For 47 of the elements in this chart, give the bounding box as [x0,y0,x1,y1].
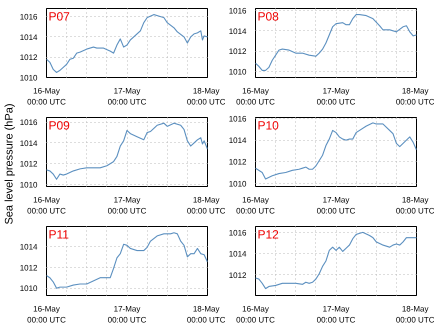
y-tick-label: 1016 [228,228,248,238]
x-tick-label: 16-May 00:00 UTC [27,196,66,216]
y-axis-title: Sea level pressure (hPa) [3,103,16,225]
x-tick-label: 18-May 00:00 UTC [396,304,434,324]
x-tick-label: 17-May 00:00 UTC [316,304,356,324]
x-tick-label: 18-May 00:00 UTC [396,196,434,216]
y-tick-label: 1010 [228,67,248,76]
y-tick-label: 1014 [228,136,248,146]
chart-title: P11 [48,228,70,242]
x-tick-label: 17-May 00:00 UTC [108,304,147,324]
y-tick-label: 1014 [228,26,248,36]
chart-title: P08 [258,10,280,24]
chart-title: P12 [258,228,280,242]
x-tick-label: 18-May 00:00 UTC [186,86,226,106]
y-tick-label: 1014 [228,250,248,259]
x-tick-label: 17-May 00:00 UTC [108,196,147,216]
y-tick-label: 1012 [20,53,38,62]
x-tick-label: 16-May 00:00 UTC [27,304,66,324]
y-tick-label: 1010 [20,180,38,190]
y-tick-label: 1012 [20,160,38,169]
y-tick-label: 1014 [20,32,38,42]
x-tick-label: 17-May 00:00 UTC [316,196,356,216]
y-tick-label: 1012 [20,263,38,272]
y-tick-label: 1016 [228,114,248,124]
chart-title: P10 [258,118,280,132]
y-tick-label: 1012 [228,47,248,56]
y-tick-label: 1010 [20,284,38,294]
y-tick-label: 1016 [20,12,38,22]
y-tick-label: 1010 [228,179,248,188]
y-tick-label: 1010 [20,74,38,82]
x-tick-label: 18-May 00:00 UTC [186,196,226,216]
x-tick-label: 18-May 00:00 UTC [186,304,226,324]
x-tick-label: 17-May 00:00 UTC [108,86,147,106]
x-tick-label: 16-May 00:00 UTC [236,86,276,106]
chart-title: P09 [48,118,70,132]
y-tick-label: 1014 [20,242,38,252]
x-tick-label: 16-May 00:00 UTC [236,304,276,324]
y-tick-label: 1012 [228,270,248,280]
x-tick-label: 18-May 00:00 UTC [396,86,434,106]
x-tick-label: 16-May 00:00 UTC [27,86,66,106]
y-tick-label: 1016 [228,6,248,16]
x-tick-label: 16-May 00:00 UTC [236,196,276,216]
chart-title: P07 [48,10,70,24]
y-tick-label: 1012 [228,158,248,167]
y-tick-label: 1014 [20,138,38,148]
x-tick-label: 17-May 00:00 UTC [316,86,356,106]
y-tick-label: 1016 [20,118,38,128]
